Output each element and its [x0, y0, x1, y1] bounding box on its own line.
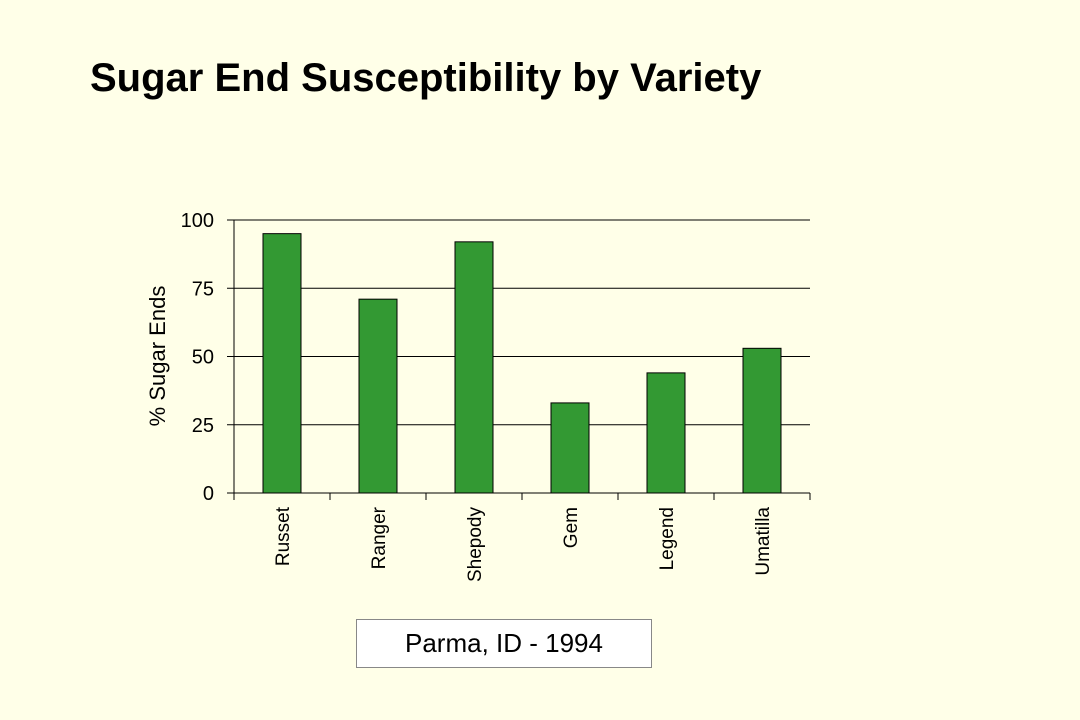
x-tick-label: Umatilla: [753, 507, 774, 576]
x-tick-label: Russet: [273, 506, 294, 566]
bar-shepody: [454, 241, 494, 494]
bar-ranger: [358, 298, 398, 494]
y-tick-label: 25: [192, 415, 214, 437]
bar-umatilla: [742, 347, 782, 494]
axes: [227, 219, 811, 500]
bar-legend: [646, 372, 686, 494]
y-tick-label: 50: [192, 347, 214, 369]
bar-russet: [262, 233, 302, 494]
y-axis-label: % Sugar Ends: [145, 286, 170, 427]
y-tick-labels: 0 25 50 75 100: [181, 210, 214, 505]
location-caption-text: Parma, ID - 1994: [405, 628, 603, 658]
y-tick-label: 0: [203, 483, 214, 505]
x-tick-label: Ranger: [369, 506, 390, 569]
gridlines: [234, 219, 810, 426]
location-caption: Parma, ID - 1994: [356, 619, 652, 668]
y-tick-label: 100: [181, 210, 214, 232]
x-tick-label: Gem: [561, 507, 582, 548]
x-tick-label: Shepody: [465, 507, 486, 583]
slide-title: Sugar End Susceptibility by Variety: [90, 56, 762, 100]
x-tick-labels: Russet Ranger Shepody Gem Legend Umatilla: [273, 506, 774, 582]
bar-gem: [550, 402, 590, 494]
x-tick-label: Legend: [657, 507, 678, 570]
y-tick-label: 75: [192, 278, 214, 300]
bars: [262, 233, 782, 494]
